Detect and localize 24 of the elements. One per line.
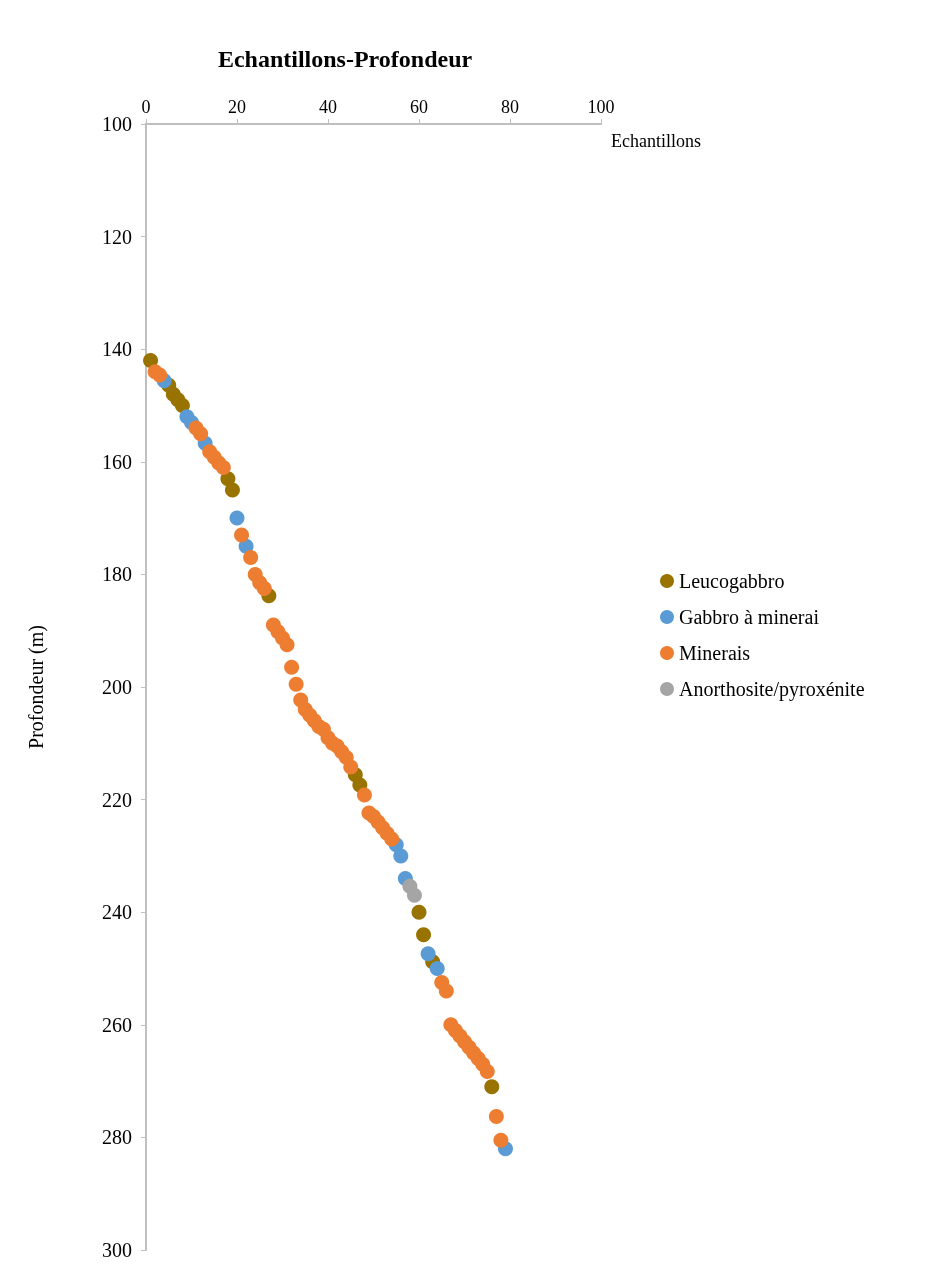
x-tick-label: 20 <box>228 97 246 117</box>
chart-title: Echantillons-Profondeur <box>217 46 473 72</box>
y-tick-label: 160 <box>102 450 132 473</box>
x-tick-label: 60 <box>410 97 428 117</box>
y-tick-label: 100 <box>102 113 132 135</box>
y-tick-label: 220 <box>102 788 132 811</box>
y-tick-label: 200 <box>102 676 132 698</box>
x-tick-label: 100 <box>587 97 615 117</box>
y-tick-label: 140 <box>102 338 132 361</box>
y-tick-label: 180 <box>102 563 132 586</box>
legend-label: Anorthosite/pyroxénite <box>679 678 865 701</box>
x-axis-title: Echantillons <box>611 131 701 151</box>
x-tick-label: 80 <box>501 97 519 117</box>
legend-label: Leucogabbro <box>679 570 785 593</box>
y-tick-label: 300 <box>102 1239 132 1261</box>
x-tick-label: 0 <box>141 97 151 117</box>
y-tick-label: 260 <box>102 1013 132 1036</box>
y-tick-label: 120 <box>102 225 132 248</box>
legend-label: Minerais <box>679 642 751 664</box>
x-tick-label: 40 <box>319 97 337 117</box>
legend-label: Gabbro à minerai <box>679 606 820 628</box>
y-tick-label: 280 <box>102 1126 132 1149</box>
y-tick-label: 240 <box>102 901 132 924</box>
y-axis-title: Profondeur (m) <box>25 625 48 749</box>
